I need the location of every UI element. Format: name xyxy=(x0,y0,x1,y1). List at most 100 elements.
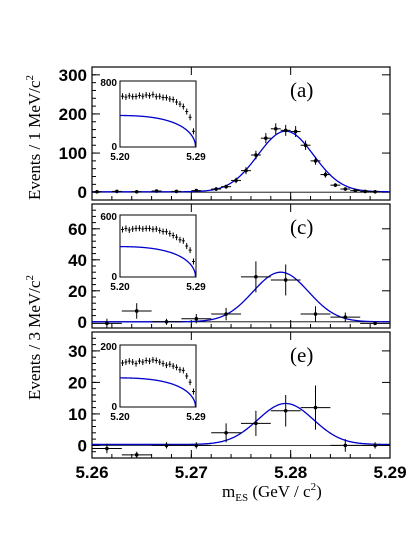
y-axis-label-top-text: Events / 1 MeV/c xyxy=(25,80,44,200)
y-axis-label-bottom-text: Events / 3 MeV/c xyxy=(25,280,44,400)
data-point xyxy=(224,184,228,189)
data-point xyxy=(333,183,338,187)
data-point xyxy=(95,189,99,194)
data-point xyxy=(134,309,139,313)
x-tick-label: 5.27 xyxy=(175,463,208,482)
y-tick-label: 200 xyxy=(59,105,87,124)
inset-x-tick-label: 5.29 xyxy=(186,152,206,163)
x-tick-label: 5.28 xyxy=(274,463,307,482)
x-axis-label-sub: ES xyxy=(235,492,248,504)
data-point xyxy=(214,187,218,191)
inset-y-tick-label: 0 xyxy=(111,272,117,283)
inset-x-tick-label: 5.20 xyxy=(110,282,130,293)
x-tick-label: 5.26 xyxy=(75,463,108,482)
x-tick-label: 5.29 xyxy=(373,463,406,482)
inset-fit-curve xyxy=(120,245,197,278)
x-axis-label-sup: 2 xyxy=(311,481,317,493)
data-point xyxy=(164,443,169,448)
inset-frame xyxy=(119,80,197,148)
data-point xyxy=(293,129,298,134)
x-axis-label-rest: (GeV / c xyxy=(248,482,311,501)
y-tick-label: 30 xyxy=(68,342,87,361)
data-point xyxy=(353,188,358,193)
x-axis-label: mES (GeV / c2) xyxy=(222,481,322,504)
data-point xyxy=(105,446,109,451)
inset-y-tick-label: 0 xyxy=(111,142,117,153)
y-tick-label: 0 xyxy=(78,183,87,202)
data-point xyxy=(363,189,367,194)
inset-y-tick-label: 0 xyxy=(111,402,117,413)
data-point xyxy=(254,421,258,426)
y-tick-label: 40 xyxy=(68,251,87,270)
inset-fit-curve xyxy=(120,114,197,148)
data-point xyxy=(224,431,228,435)
panel-frame xyxy=(91,66,391,201)
y-tick-label: 10 xyxy=(68,405,87,424)
data-point xyxy=(254,153,258,157)
y-axis-label-bottom-sup: 2 xyxy=(24,275,36,281)
inset-x-tick-label: 5.29 xyxy=(186,412,206,423)
data-point xyxy=(134,453,139,457)
data-point xyxy=(343,443,348,448)
y-axis-label-top: Events / 1 MeV/c2 xyxy=(24,75,44,200)
inset-1: 600 05.20 5.29 xyxy=(100,212,206,293)
data-point xyxy=(194,188,199,193)
data-point xyxy=(194,443,199,448)
x-axis-label-close: ) xyxy=(316,482,322,501)
data-point xyxy=(105,321,109,326)
inset-y-tick-label: 200 xyxy=(100,342,117,353)
inset-y-tick-label: 800 xyxy=(100,78,117,89)
data-point xyxy=(254,275,258,279)
panel-label: (c) xyxy=(290,215,313,239)
inset-2: 200 05.20 5.29 xyxy=(100,342,206,423)
data-point xyxy=(373,189,377,194)
inset-0: 800 05.20 5.29 xyxy=(100,78,206,163)
panel-label: (a) xyxy=(290,78,313,102)
y-tick-label: 300 xyxy=(59,66,87,85)
panel-label: (e) xyxy=(290,343,313,367)
inset-frame xyxy=(119,214,197,278)
data-point xyxy=(373,321,377,326)
panel-1: 0 20 40 60 (c) 600 05.20 5.29 xyxy=(68,203,391,332)
data-point xyxy=(283,128,288,133)
inset-x-tick-label: 5.20 xyxy=(110,412,130,423)
fit-curve xyxy=(92,402,391,446)
data-point xyxy=(373,443,377,448)
data-point xyxy=(164,320,169,324)
data-point xyxy=(174,189,179,194)
data-point xyxy=(234,178,238,183)
data-point xyxy=(303,143,308,148)
data-point xyxy=(313,159,318,163)
data-point xyxy=(283,408,288,413)
data-point xyxy=(244,168,248,173)
data-point xyxy=(115,189,119,194)
inset-x-tick-label: 5.29 xyxy=(186,282,206,293)
y-tick-label: 60 xyxy=(68,220,87,239)
data-point xyxy=(154,189,159,193)
data-point xyxy=(313,312,318,316)
data-point xyxy=(224,312,228,316)
y-tick-label: 100 xyxy=(59,144,87,163)
data-point xyxy=(273,127,278,131)
x-axis-label-main: m xyxy=(222,482,235,501)
inset-fit-curve xyxy=(120,377,197,408)
inset-x-tick-label: 5.20 xyxy=(110,152,130,163)
fit-curve xyxy=(92,130,391,193)
data-point xyxy=(323,172,328,177)
data-point xyxy=(343,315,348,319)
y-tick-label: 20 xyxy=(68,282,87,301)
y-axis-label-top-sup: 2 xyxy=(24,75,36,81)
data-point xyxy=(343,187,348,191)
data-point xyxy=(313,405,318,410)
data-point xyxy=(283,278,288,282)
y-axis-label-bottom: Events / 3 MeV/c2 xyxy=(24,275,44,400)
inset-frame xyxy=(119,344,197,408)
inset-y-tick-label: 600 xyxy=(100,212,117,223)
data-point xyxy=(194,316,199,321)
y-tick-label: 0 xyxy=(78,436,87,455)
data-point xyxy=(134,189,139,194)
